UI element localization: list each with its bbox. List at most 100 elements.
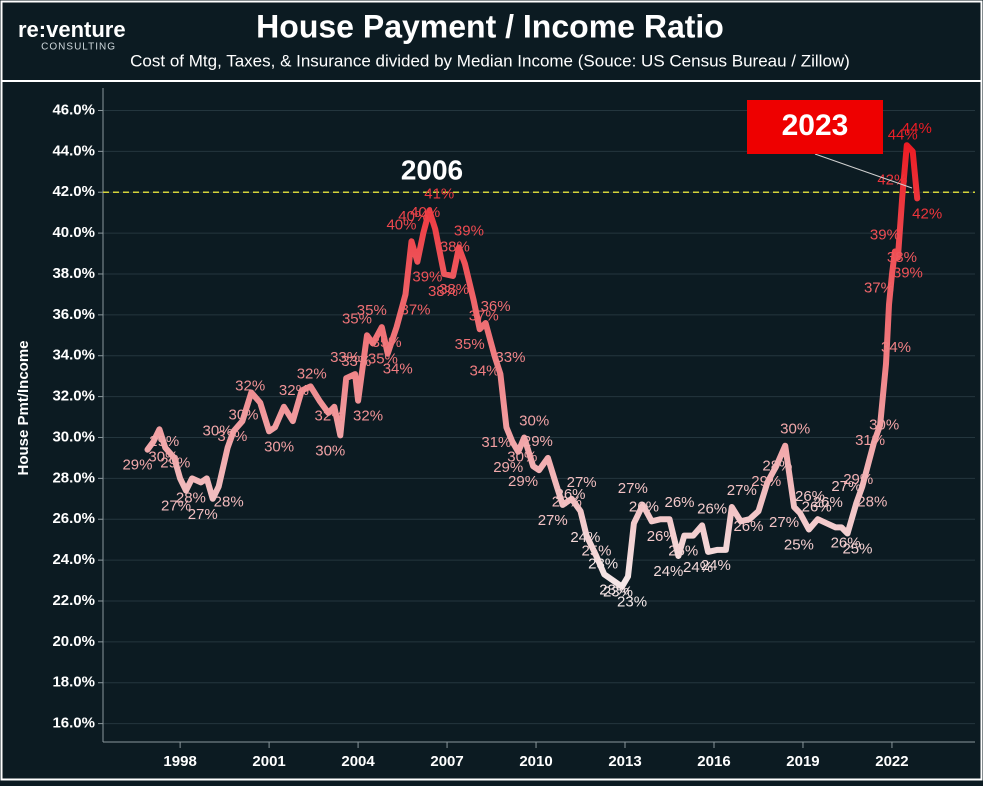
value-label: 27% — [161, 498, 191, 515]
value-label: 24% — [570, 529, 600, 546]
y-tick-label: 34.0% — [52, 347, 95, 364]
value-label: 24% — [701, 557, 731, 574]
value-label: 39% — [893, 265, 923, 282]
chart-title: House Payment / Income Ratio — [256, 8, 724, 44]
value-label: 23% — [603, 583, 633, 600]
value-label: 27% — [831, 478, 861, 495]
value-label: 35% — [342, 310, 372, 327]
value-label: 25% — [784, 536, 814, 553]
value-label: 26% — [733, 518, 763, 535]
value-label: 33% — [330, 349, 360, 366]
value-label: 31% — [481, 434, 511, 451]
y-tick-label: 26.0% — [52, 510, 95, 527]
value-label: 32% — [353, 408, 383, 425]
y-tick-label: 44.0% — [52, 142, 95, 159]
value-label: 28% — [552, 494, 582, 511]
value-label: 26% — [556, 486, 586, 503]
value-label: 34% — [469, 363, 499, 380]
value-label: 33% — [341, 353, 371, 370]
chart-subtitle: Cost of Mtg, Taxes, & Insurance divided … — [130, 51, 850, 70]
value-label: 29% — [751, 473, 781, 490]
value-label: 38% — [440, 239, 470, 256]
value-label: 42% — [912, 205, 942, 222]
y-tick-label: 20.0% — [52, 633, 95, 650]
y-tick-label: 40.0% — [52, 224, 95, 241]
value-label: 23% — [588, 556, 618, 573]
value-label: 30% — [148, 449, 178, 466]
value-label: 31% — [217, 428, 247, 445]
value-label: 29% — [493, 459, 523, 476]
value-label: 26% — [795, 488, 825, 505]
value-label: 40% — [410, 204, 440, 221]
value-label: 28% — [857, 494, 887, 511]
annotation: 2023 — [782, 109, 849, 142]
value-label: 29% — [160, 455, 190, 472]
annotation-pointer — [814, 153, 913, 189]
y-tick-label: 32.0% — [52, 388, 95, 405]
value-label: 26% — [697, 500, 727, 517]
value-label: 30% — [507, 449, 537, 466]
x-tick-label: 1998 — [163, 753, 196, 770]
value-label: 37% — [469, 308, 499, 325]
value-label: 30% — [228, 406, 258, 423]
value-label: 26% — [647, 528, 677, 545]
value-label: 34% — [881, 339, 911, 356]
value-label: 35% — [372, 334, 402, 351]
value-label: 44% — [902, 120, 932, 137]
y-tick-label: 46.0% — [52, 101, 95, 118]
value-label: 30% — [264, 438, 294, 455]
y-tick-label: 38.0% — [52, 265, 95, 282]
value-label: 33% — [495, 349, 525, 366]
x-tick-label: 2010 — [519, 753, 552, 770]
value-label: 28% — [176, 489, 206, 506]
value-label: 24% — [683, 559, 713, 576]
value-label: 27% — [538, 512, 568, 529]
y-tick-label: 42.0% — [52, 183, 95, 200]
x-tick-label: 2013 — [608, 753, 641, 770]
value-label: 28% — [762, 457, 792, 474]
value-label: 30% — [203, 423, 233, 440]
y-tick-label: 28.0% — [52, 469, 95, 486]
value-label: 31% — [855, 432, 885, 449]
value-label: 32% — [279, 382, 309, 399]
value-label: 44% — [888, 126, 918, 143]
value-label: 36% — [481, 298, 511, 315]
x-tick-label: 2001 — [252, 753, 285, 770]
value-label: 38% — [439, 281, 469, 298]
value-label: 27% — [727, 482, 757, 499]
y-tick-label: 22.0% — [52, 592, 95, 609]
value-label: 28% — [214, 494, 244, 511]
y-tick-label: 18.0% — [52, 674, 95, 691]
value-label: 37% — [864, 280, 894, 297]
value-label: 30% — [519, 412, 549, 429]
value-label: 25% — [668, 543, 698, 560]
value-label: 34% — [383, 361, 413, 378]
y-tick-label: 24.0% — [52, 551, 95, 568]
value-label: 32% — [297, 365, 327, 382]
value-label: 27% — [618, 480, 648, 497]
value-label: 38% — [887, 249, 917, 266]
y-tick-label: 16.0% — [52, 715, 95, 732]
value-label: 30% — [780, 421, 810, 438]
value-label: 30% — [869, 417, 899, 434]
y-tick-label: 30.0% — [52, 428, 95, 445]
value-label: 27% — [567, 474, 597, 491]
value-label: 35% — [368, 350, 398, 367]
value-label: 23% — [599, 581, 629, 598]
value-label: 37% — [401, 301, 431, 318]
logo-sub: CONSULTING — [41, 42, 116, 53]
y-axis-title: House Pmt/Income — [15, 340, 32, 475]
value-label: 39% — [412, 269, 442, 286]
value-label: 30% — [315, 442, 345, 459]
value-label: 27% — [188, 506, 218, 523]
value-label: 29% — [523, 433, 553, 450]
data-line — [144, 142, 921, 590]
value-label: 29% — [843, 471, 873, 488]
value-label: 32% — [315, 408, 345, 425]
value-label: 25% — [842, 541, 872, 558]
value-label: 24% — [653, 563, 683, 580]
x-tick-label: 2007 — [430, 753, 463, 770]
value-label: 40% — [398, 208, 428, 225]
value-label: 25% — [581, 543, 611, 560]
